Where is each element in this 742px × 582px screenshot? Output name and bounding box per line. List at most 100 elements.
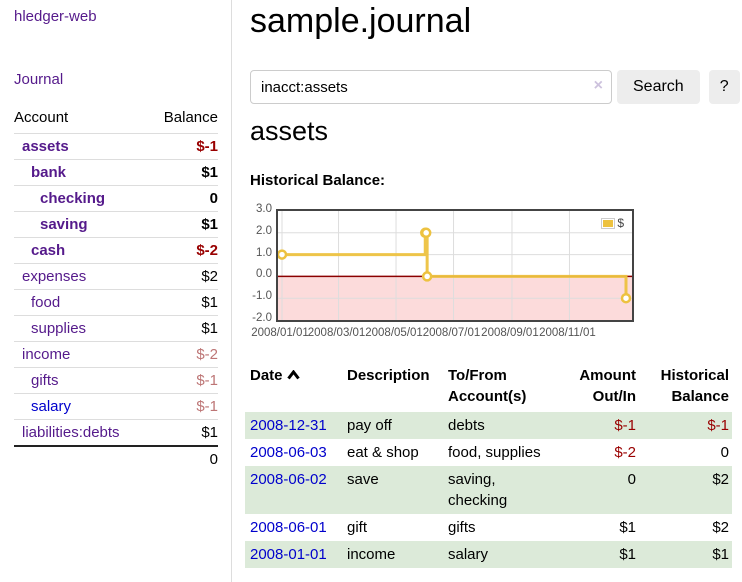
accounts-total-value: 0	[148, 445, 218, 472]
account-link[interactable]: saving	[40, 216, 88, 233]
account-row: bank $1	[14, 159, 218, 186]
transaction-balance: $-1	[707, 417, 729, 434]
chart-legend: $	[599, 215, 626, 231]
x-axis-tick-label: 2008/11/01	[539, 327, 596, 339]
account-link[interactable]: food	[31, 294, 61, 311]
accounts-header-account: Account	[14, 109, 69, 126]
account-link[interactable]: income	[22, 346, 71, 363]
x-axis-tick-label: 2008/05/01	[365, 327, 423, 339]
sidebar-item-journal[interactable]: Journal	[14, 71, 64, 88]
x-axis-tick-label: 2008/07/01	[422, 327, 481, 339]
account-link[interactable]: supplies	[31, 320, 87, 337]
accounts-header-row: Account Balance	[14, 105, 218, 134]
chart-plot-area: $	[276, 209, 634, 322]
x-axis-tick-label: 2008/01/01	[251, 327, 309, 339]
account-balance: $-2	[148, 237, 218, 264]
transaction-amount: $-2	[614, 444, 636, 461]
transaction-accounts: salary	[448, 546, 489, 563]
accounts-table: Account Balance assets $-1 bank $1 checking 0…	[14, 105, 218, 472]
account-link[interactable]: gifts	[31, 372, 59, 389]
account-row: gifts $-1	[14, 367, 218, 394]
help-button[interactable]: ?	[708, 70, 740, 104]
accounts-total-row: 0	[14, 445, 218, 472]
search-form: × Search ?	[250, 70, 740, 104]
header-date[interactable]: Date	[245, 360, 342, 412]
y-axis-tick-label: -1.0	[252, 290, 272, 303]
account-row: food $1	[14, 289, 218, 316]
account-row: supplies $1	[14, 315, 218, 342]
page-title: sample.journal	[250, 2, 472, 40]
transaction-accounts: gifts	[448, 519, 476, 536]
account-row: liabilities:debts $1	[14, 419, 218, 446]
transactions-body: 2008-12-31 pay off debts $-1 $-1 2008-06-03 ea…	[245, 412, 732, 568]
y-axis-tick-label: 3.0	[256, 203, 272, 215]
y-axis-tick-label: 0.0	[256, 268, 272, 281]
historical-balance-chart: $ 3.0 2.0 1.0 0.0 -1.0 -2.0 2008/01/01 2008/03/…	[245, 200, 742, 345]
account-link[interactable]: salary	[31, 398, 72, 415]
accounts-header-balance: Balance	[163, 109, 218, 126]
chart-heading: Historical Balance:	[250, 172, 386, 189]
account-row: assets $-1	[14, 133, 218, 160]
account-heading: assets	[250, 116, 329, 146]
account-row: salary $-1	[14, 393, 218, 420]
transaction-amount: $1	[619, 546, 636, 563]
transactions-header-row: Date Description To/From Account(s) Amou…	[245, 360, 732, 412]
account-balance: $-1	[148, 393, 218, 420]
transaction-row: 2008-06-03 eat & shop food, supplies $-2 0	[245, 439, 732, 466]
transaction-date-link[interactable]: 2008-12-31	[250, 417, 327, 434]
transaction-date-link[interactable]: 2008-06-01	[250, 519, 327, 536]
account-link[interactable]: cash	[31, 242, 66, 259]
account-balance: $-2	[148, 341, 218, 368]
account-balance: $1	[148, 419, 218, 446]
transaction-date-link[interactable]: 2008-06-02	[250, 471, 327, 488]
transaction-description: pay off	[347, 417, 392, 434]
y-axis-tick-label: 2.0	[256, 224, 272, 237]
header-description: Description	[347, 367, 430, 384]
account-row: cash $-2	[14, 237, 218, 264]
y-axis-tick-label: -2.0	[252, 312, 272, 324]
transactions-table: Date Description To/From Account(s) Amou…	[245, 360, 732, 568]
y-axis-tick-label: 1.0	[256, 246, 272, 259]
transaction-row: 2008-01-01 income salary $1 $1	[245, 541, 732, 568]
transaction-balance: $2	[712, 519, 729, 536]
account-row: income $-2	[14, 341, 218, 368]
account-balance: $-1	[148, 367, 218, 394]
transaction-row: 2008-12-31 pay off debts $-1 $-1	[245, 412, 732, 439]
header-amount: Amount Out/In	[579, 367, 636, 405]
transaction-balance: 0	[720, 444, 729, 461]
x-axis-tick-label: 2008/03/01	[307, 327, 366, 339]
transaction-accounts: saving, checking	[448, 471, 508, 509]
account-row: checking 0	[14, 185, 218, 212]
account-link[interactable]: checking	[40, 190, 106, 207]
transaction-description: income	[347, 546, 396, 563]
account-link[interactable]: expenses	[22, 268, 87, 285]
app-title-link[interactable]: hledger-web	[14, 8, 97, 25]
x-axis-tick-label: 2008/09/01	[481, 327, 539, 339]
transaction-amount: $-1	[614, 417, 636, 434]
account-balance: 0	[148, 185, 218, 212]
account-balance: $1	[148, 289, 218, 316]
transaction-balance: $2	[712, 471, 729, 488]
sort-ascending-icon	[286, 369, 300, 380]
transaction-row: 2008-06-01 gift gifts $1 $2	[245, 514, 732, 541]
transaction-accounts: debts	[448, 417, 485, 434]
accounts-total-spacer	[14, 445, 149, 472]
clear-search-icon[interactable]: ×	[593, 77, 603, 94]
transaction-date-link[interactable]: 2008-01-01	[250, 546, 327, 563]
account-link[interactable]: liabilities:debts	[22, 424, 120, 441]
transaction-description: gift	[347, 519, 368, 536]
transaction-amount: $1	[619, 519, 636, 536]
account-balance: $1	[148, 159, 218, 186]
account-link[interactable]: assets	[22, 138, 69, 155]
chart-canvas	[276, 211, 632, 320]
account-balance: $1	[148, 315, 218, 342]
transaction-date-link[interactable]: 2008-06-03	[250, 444, 327, 461]
header-balance: Historical Balance	[660, 367, 729, 405]
sidebar: hledger-web Journal Account Balance asse…	[0, 0, 232, 582]
search-button[interactable]: Search	[617, 70, 700, 104]
transaction-description: eat & shop	[347, 444, 419, 461]
search-input[interactable]	[250, 70, 612, 104]
legend-swatch-icon	[601, 217, 616, 229]
account-link[interactable]: bank	[31, 164, 67, 181]
account-row: expenses $2	[14, 263, 218, 290]
